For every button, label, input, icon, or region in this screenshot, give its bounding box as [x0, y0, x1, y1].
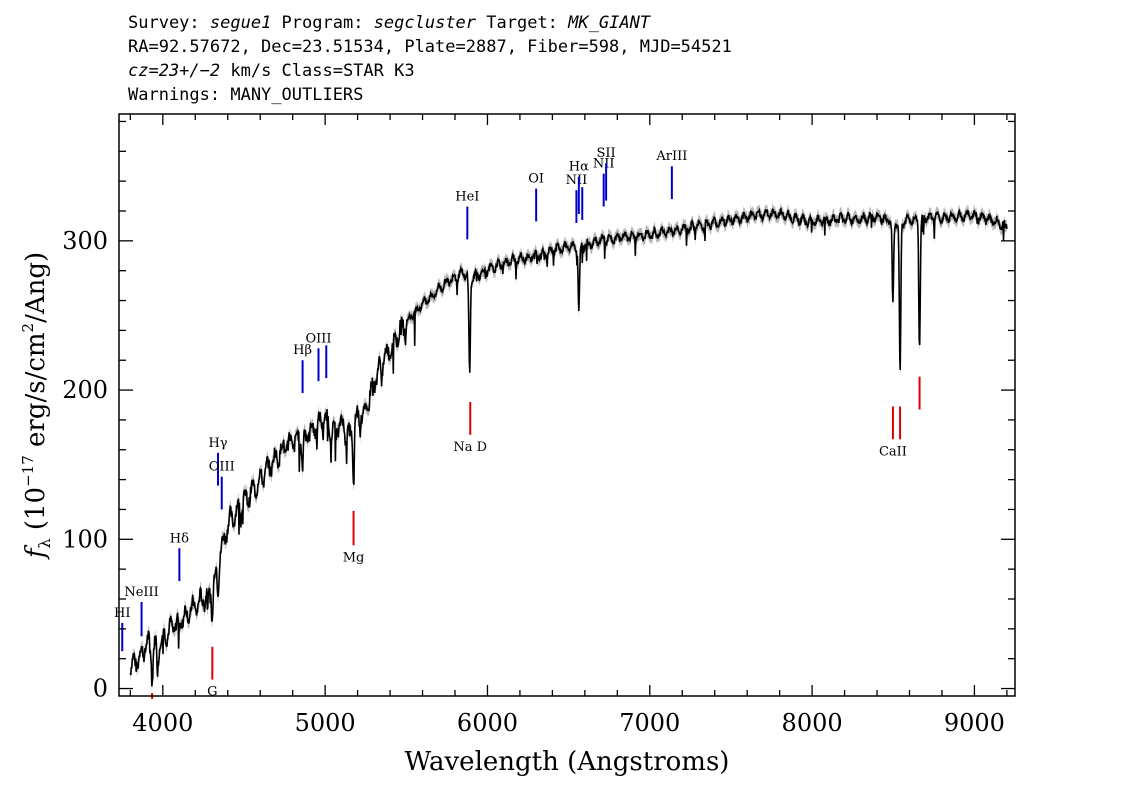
y-tick-label: 100 [62, 525, 108, 553]
axis-ticks: 4000 5000 6000 7000 8000 9000 0 100 200 300 [62, 114, 1015, 737]
emission-line-label: Hα [569, 160, 589, 175]
y-tick-label: 0 [93, 675, 108, 703]
header-line-4: Warnings: MANY_OUTLIERS [128, 85, 363, 105]
header-line-1: Survey: segue1 Program: segcluster Targe… [128, 13, 652, 33]
spectrum-line [129, 207, 1008, 687]
header-line-3: cz=23+/−2 km/s Class=STAR K3 [128, 61, 415, 81]
x-tick-label: 9000 [944, 709, 1005, 737]
y-axis-title: fλ (10−17 erg/s/cm2/Ang) [19, 252, 54, 560]
x-tick-label: 5000 [295, 709, 356, 737]
emission-line-label: NeIII [124, 585, 158, 600]
header-block: Survey: segue1 Program: segcluster Targe… [128, 13, 732, 105]
emission-line-label: Hδ [170, 531, 189, 546]
survey-value: segue1 [210, 13, 271, 33]
x-tick-label: 8000 [782, 709, 843, 737]
absorption-line-label: G [207, 685, 217, 700]
absorption-line-label: Na D [453, 440, 487, 455]
program-value: segcluster [374, 13, 477, 33]
x-tick-label: 4000 [132, 709, 193, 737]
y-tick-label: 300 [62, 227, 108, 255]
emission-line-label: NII [593, 157, 615, 172]
x-axis-title: Wavelength (Angstroms) [405, 747, 730, 777]
header-line-2: RA=92.57672, Dec=23.51534, Plate=2887, F… [128, 37, 732, 57]
y-tick-label: 200 [62, 376, 108, 404]
absorption-line-label: Mg [343, 550, 365, 565]
emission-line-label: HeI [455, 190, 479, 205]
emission-line-label: NII [566, 173, 588, 188]
emission-line-label: ArIII [655, 149, 687, 164]
x-tick-label: 6000 [457, 709, 518, 737]
emission-line-label: OIII [305, 331, 331, 346]
emission-line-label: Hγ [208, 436, 227, 451]
emission-line-label: OIII [209, 460, 235, 475]
emission-line-label: Hβ [293, 343, 312, 358]
x-tick-label: 7000 [619, 709, 680, 737]
emission-line-label: OI [528, 172, 544, 187]
absorption-line-label: CaII [879, 444, 907, 459]
target-value: MK_GIANT [567, 13, 652, 33]
spectrum-error-band [130, 202, 1007, 693]
cz-value: cz=23+/−2 [128, 61, 220, 81]
emission-line-label: SII [597, 146, 616, 161]
plot-frame [118, 113, 1016, 697]
emission-line-label: HI [114, 606, 130, 621]
